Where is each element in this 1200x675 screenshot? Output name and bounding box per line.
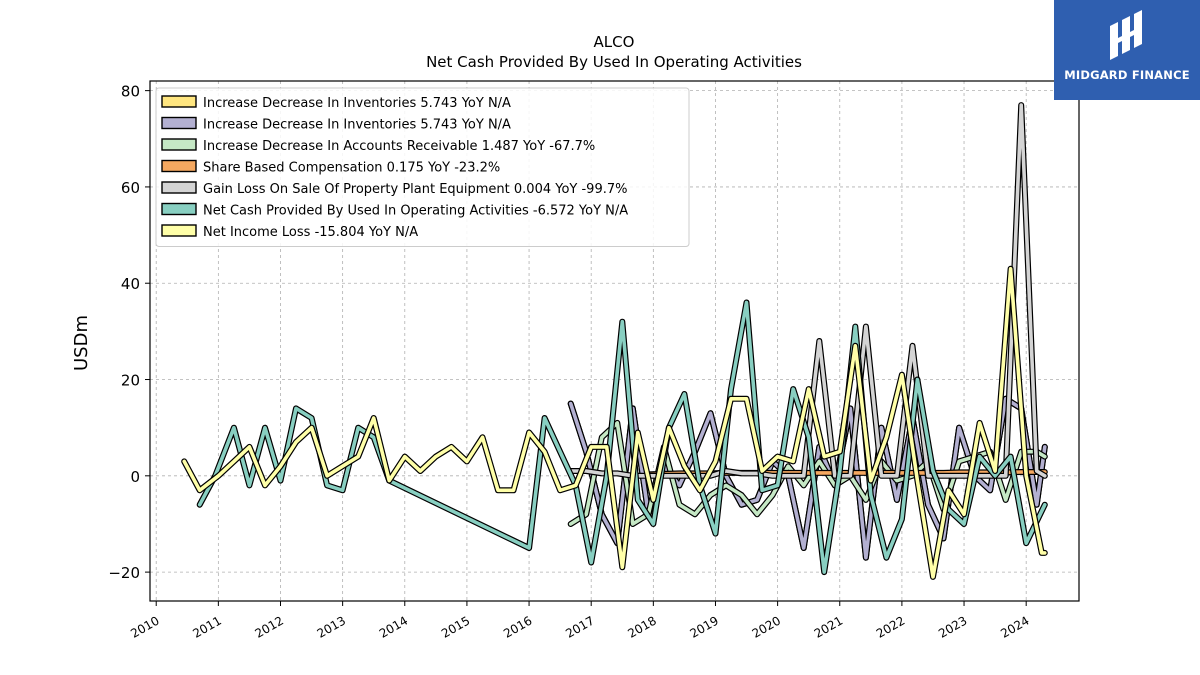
x-tick-label: 2011 <box>190 613 223 640</box>
legend-swatch <box>161 138 197 151</box>
x-tick-label: 2017 <box>563 613 596 640</box>
x-tick-label: 2021 <box>812 613 845 640</box>
x-tick-label: 2024 <box>998 613 1031 640</box>
x-tick-label: 2023 <box>936 613 969 640</box>
series-stroke <box>182 266 1047 579</box>
y-tick-label: 20 <box>121 372 140 390</box>
chart-title: ALCO <box>594 33 635 51</box>
x-tick-label: 2016 <box>501 613 534 640</box>
x-tick-label: 2015 <box>439 613 472 640</box>
legend-swatch <box>161 202 197 216</box>
chart-subtitle: Net Cash Provided By Used In Operating A… <box>426 53 802 71</box>
x-tick-label: 2022 <box>874 613 907 640</box>
legend-label: Net Income Loss -15.804 YoY N/A <box>203 225 418 240</box>
legend: Increase Decrease In Inventories 5.743 Y… <box>155 87 690 247</box>
legend-box <box>155 87 690 247</box>
y-tick-label: −20 <box>108 564 140 582</box>
y-tick-label: 40 <box>121 275 140 293</box>
x-tick-label: 2018 <box>625 613 658 640</box>
legend-swatch <box>161 159 197 173</box>
legend-label: Share Based Compensation 0.175 YoY -23.2… <box>203 161 500 176</box>
x-tick-label: 2020 <box>750 613 783 640</box>
legend-swatch <box>161 224 197 237</box>
legend-label: Net Cash Provided By Used In Operating A… <box>203 204 628 219</box>
x-tick-label: 2012 <box>253 613 286 640</box>
plot-frame <box>149 80 1080 602</box>
brand-logo: MIDGARD FINANCE <box>1054 0 1200 100</box>
y-axis-label: USDm <box>71 315 92 371</box>
brand-name: MIDGARD FINANCE <box>1064 68 1190 82</box>
x-tick-label: 2014 <box>377 613 410 640</box>
brand-logo-icon <box>1110 10 1142 60</box>
legend-swatch <box>161 95 197 108</box>
legend-label: Gain Loss On Sale Of Property Plant Equi… <box>203 182 627 197</box>
y-tick-label: 60 <box>121 179 140 197</box>
legend-label: Increase Decrease In Accounts Receivable… <box>203 139 595 154</box>
x-tick-label: 2010 <box>128 613 161 640</box>
legend-swatch <box>161 116 197 130</box>
legend-swatch <box>161 181 197 194</box>
legend-label: Increase Decrease In Inventories 5.743 Y… <box>203 118 511 133</box>
y-tick-label: 80 <box>121 83 140 101</box>
x-tick-label: 2019 <box>688 613 721 640</box>
series-lines <box>181 102 1048 580</box>
legend-label: Increase Decrease In Inventories 5.743 Y… <box>203 96 511 111</box>
y-tick-label: 0 <box>130 468 140 486</box>
x-tick-label: 2013 <box>315 613 348 640</box>
series-line-7 <box>181 265 1048 580</box>
